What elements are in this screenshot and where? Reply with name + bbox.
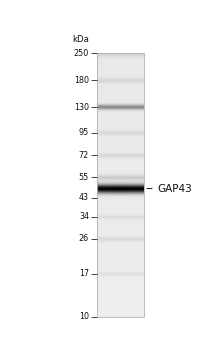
Text: 43: 43: [79, 193, 89, 202]
Text: 17: 17: [79, 269, 89, 278]
Text: 130: 130: [74, 103, 89, 111]
Text: 34: 34: [79, 212, 89, 221]
Bar: [97, 54, 144, 317]
Text: 250: 250: [74, 49, 89, 58]
Text: 10: 10: [79, 312, 89, 321]
Text: 26: 26: [79, 234, 89, 243]
Text: GAP43: GAP43: [147, 183, 192, 194]
Text: 55: 55: [79, 173, 89, 182]
Text: 180: 180: [74, 76, 89, 85]
Text: 72: 72: [79, 151, 89, 160]
Text: kDa: kDa: [72, 35, 89, 44]
Text: 95: 95: [79, 128, 89, 137]
